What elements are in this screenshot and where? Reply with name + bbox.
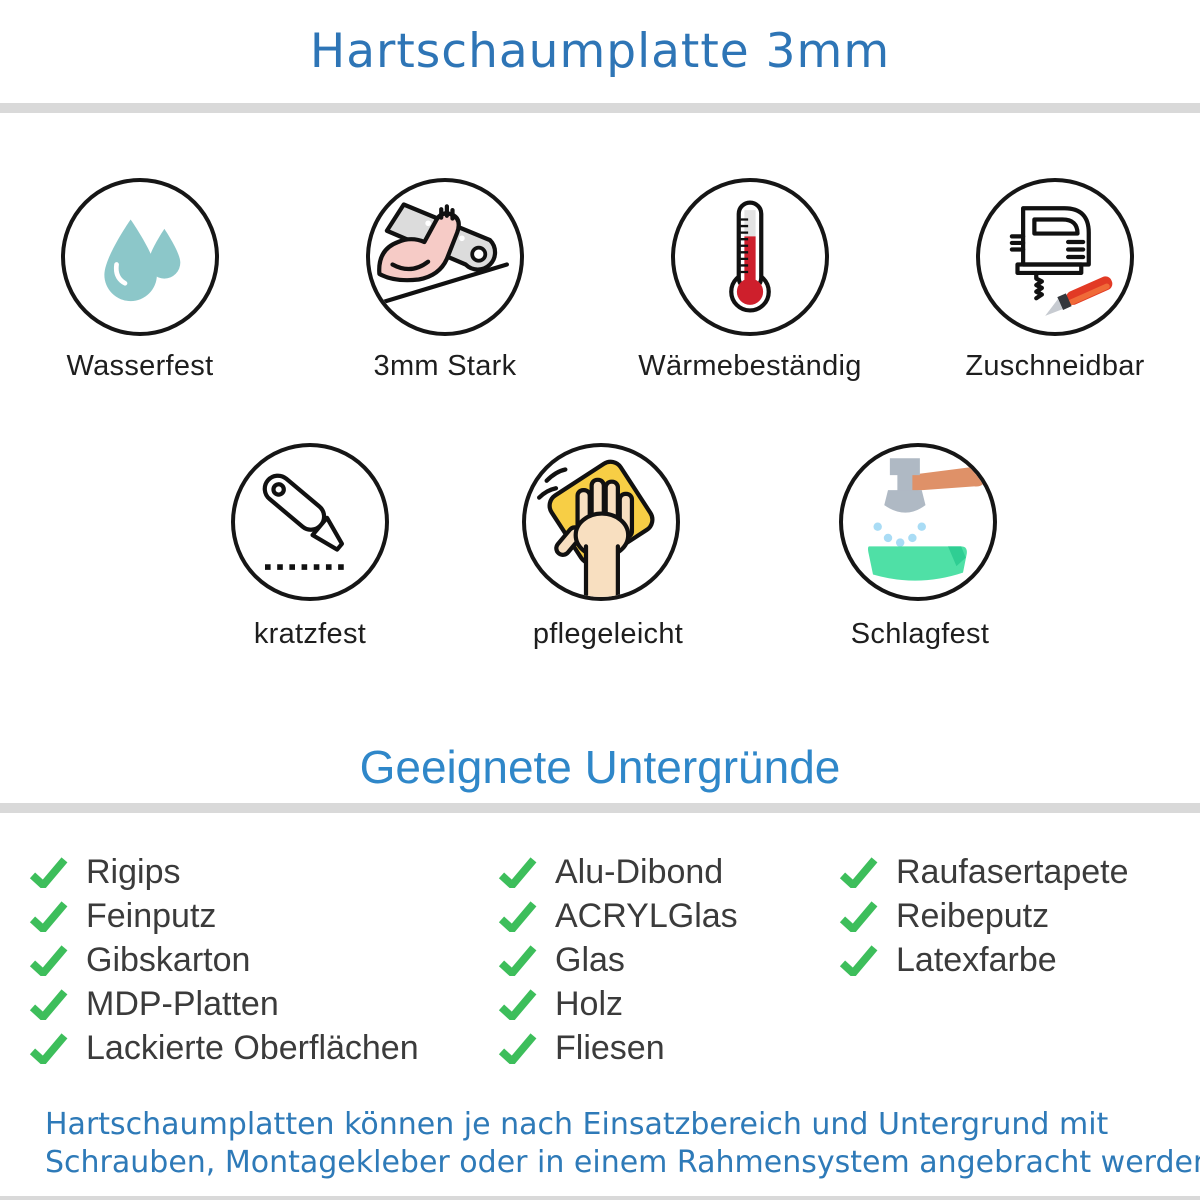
surface-item: Alu-Dibond [497,852,738,891]
surface-label: Alu-Dibond [555,852,724,891]
feature-badge-pflegeleicht [522,443,680,601]
check-icon [29,900,68,932]
surface-item: Raufasertapete [838,852,1129,891]
feature-badge-kratzfest [231,443,389,601]
surface-label: Reibeputz [896,896,1050,935]
hammer-impact-icon [868,458,985,581]
surface-label: Gibskarton [86,940,251,979]
feature-label-3mm-stark: 3mm Stark [373,350,517,382]
footer-line-2: Schrauben, Montagekleber oder in einem R… [45,1144,1200,1180]
check-icon [839,944,878,976]
footer-line-1: Hartschaumplatten können je nach Einsatz… [45,1107,1109,1142]
surface-label: Holz [555,984,624,1023]
feature-badge-wasserfest [61,178,219,336]
footer-note: Hartschaumplatten können je nach Einsatz… [45,1106,1200,1181]
surface-label: ACRYLGlas [555,896,738,935]
check-icon [498,900,537,932]
surface-label: Fliesen [555,1028,665,1067]
surfaces-column-2: Alu-Dibond ACRYLGlas Glas Holz Fliesen [497,852,738,1067]
check-icon [839,856,878,888]
hand-wiping-cloth-icon [537,459,655,597]
surface-label: Feinputz [86,896,217,935]
surface-label: Latexfarbe [896,940,1057,979]
surface-item: Latexfarbe [838,940,1129,979]
check-icon [498,944,537,976]
feature-badge-3mm-stark [366,178,524,336]
utility-knife-icon [262,473,346,570]
check-icon [498,1032,537,1064]
feature-label-waermebestaendig: Wärmebeständig [638,350,862,382]
surface-item: Holz [497,984,738,1023]
surface-label: Raufasertapete [896,852,1129,891]
surface-item: Fliesen [497,1028,738,1067]
surface-item: MDP-Platten [28,984,419,1023]
surfaces-heading: Geeignete Untergründe [359,741,841,793]
water-drops-icon [104,219,181,302]
surface-label: Glas [555,940,625,979]
page-title: Hartschaumplatte 3mm [309,24,891,79]
surface-item: ACRYLGlas [497,896,738,935]
feature-label-kratzfest: kratzfest [253,618,367,650]
divider-top [0,103,1200,113]
check-icon [498,856,537,888]
divider-bottom [0,1196,1200,1200]
feature-badge-waermebestaendig [671,178,829,336]
surface-item: Glas [497,940,738,979]
surface-label: Rigips [86,852,181,891]
surface-item: Rigips [28,852,419,891]
jigsaw-cutter-icon [1009,206,1113,316]
check-icon [29,1032,68,1064]
surface-item: Lackierte Oberflächen [28,1028,419,1067]
feature-badge-schlagfest [839,443,997,601]
check-icon [29,944,68,976]
feature-label-schlagfest: Schlagfest [850,618,990,650]
feature-label-pflegeleicht: pflegeleicht [532,618,684,650]
feature-label-wasserfest: Wasserfest [66,350,214,382]
surface-item: Feinputz [28,896,419,935]
feature-label-zuschneidbar: Zuschneidbar [965,350,1145,382]
check-icon [29,988,68,1020]
surfaces-column-3: Raufasertapete Reibeputz Latexfarbe [838,852,1129,979]
surface-label: MDP-Platten [86,984,279,1023]
surface-item: Reibeputz [838,896,1129,935]
check-icon [29,856,68,888]
divider-middle [0,803,1200,813]
check-icon [498,988,537,1020]
check-icon [839,900,878,932]
surfaces-column-1: Rigips Feinputz Gibskarton MDP-Platten L… [28,852,419,1067]
feature-badge-zuschneidbar [976,178,1134,336]
surface-label: Lackierte Oberflächen [86,1028,419,1067]
thermometer-icon [729,200,771,313]
surface-item: Gibskarton [28,940,419,979]
flexed-arm-foam-roll-icon [377,202,509,305]
